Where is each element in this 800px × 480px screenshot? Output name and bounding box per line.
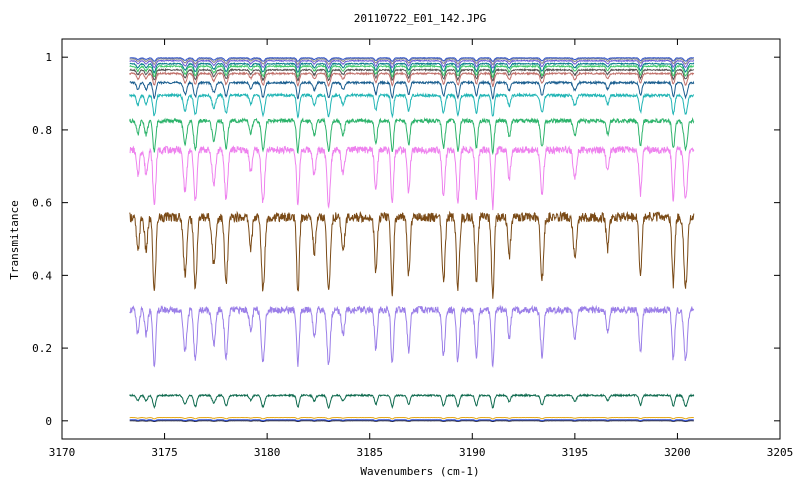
- series-line: [129, 71, 695, 87]
- series-line: [129, 79, 695, 100]
- chart-title: 20110722_E01_142.JPG: [354, 12, 486, 25]
- y-axis-label: Transmitance: [8, 200, 21, 279]
- x-tick-label: 3195: [562, 446, 589, 459]
- series-line: [129, 59, 695, 69]
- series-line: [129, 92, 694, 119]
- x-axis-label: Wavenumbers (cm-1): [360, 465, 479, 478]
- y-tick-label: 0.8: [32, 124, 52, 137]
- series-line: [129, 67, 694, 82]
- y-tick-label: 1: [45, 51, 52, 64]
- y-tick-label: 0.6: [32, 197, 52, 210]
- x-tick-label: 3190: [459, 446, 486, 459]
- series-line: [129, 64, 695, 79]
- series-line: [129, 57, 694, 66]
- y-tick-label: 0.2: [32, 342, 52, 355]
- y-tick-label: 0.4: [32, 269, 52, 282]
- plot-frame: [61, 38, 781, 440]
- y-axis: 0 0.2 0.4 0.6 0.8 1: [32, 51, 780, 428]
- series-group: [129, 56, 695, 423]
- x-tick-label: 3170: [49, 446, 76, 459]
- series-line: [129, 392, 695, 410]
- x-tick-label: 3200: [664, 446, 691, 459]
- series-line: [129, 419, 694, 422]
- x-axis: 3170 3175 3180 3185 3190 3195 3200 3205: [49, 39, 794, 459]
- series-line: [129, 416, 694, 420]
- x-tick-label: 3185: [356, 446, 383, 459]
- x-tick-label: 3175: [151, 446, 178, 459]
- series-line: [129, 56, 695, 63]
- series-line: [129, 61, 695, 74]
- series-line: [129, 117, 695, 156]
- series-line: [129, 304, 695, 368]
- series-line: [129, 210, 695, 299]
- x-tick-label: 3205: [767, 446, 794, 459]
- series-line: [129, 144, 695, 211]
- y-tick-label: 0: [45, 415, 52, 428]
- x-tick-label: 3180: [254, 446, 281, 459]
- series-line: [129, 420, 694, 423]
